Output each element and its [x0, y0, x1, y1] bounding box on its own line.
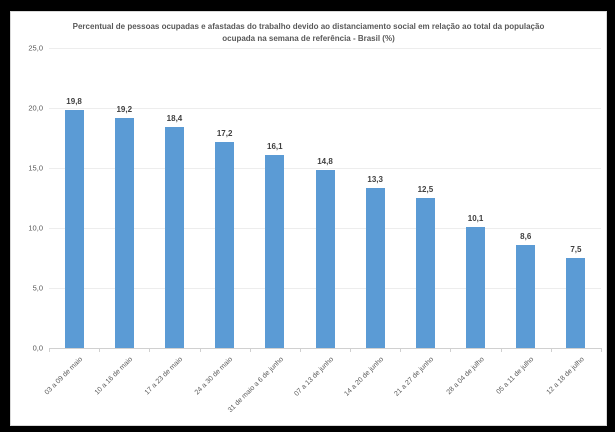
y-axis-tick-label: 20,0: [28, 103, 43, 113]
bar-value-label: 19,2: [116, 104, 133, 114]
y-axis-tick-label: 0,0: [32, 343, 43, 353]
x-axis-category-label: 07 a 13 de junho: [293, 356, 335, 398]
bar-value-label: 18,4: [166, 114, 183, 124]
x-axis-tick-mark: [550, 348, 552, 352]
chart-title: Percentual de pessoas ocupadas e afastad…: [72, 22, 545, 43]
y-axis-tick-label: 25,0: [28, 43, 43, 53]
bar: [114, 117, 134, 348]
x-axis-category-label: 05 a 11 de julho: [495, 356, 536, 396]
x-axis-tick-mark: [450, 348, 452, 352]
bar: [566, 258, 586, 348]
y-gridline: [49, 48, 601, 49]
bar-value-label: 8,6: [520, 231, 532, 241]
bar-value-label: 16,1: [267, 141, 283, 151]
y-gridline: [49, 108, 601, 109]
x-axis-category-label: 14 a 20 de junho: [343, 356, 386, 398]
x-axis-tick-mark: [299, 348, 301, 352]
bar-value-label: 14,8: [317, 157, 333, 167]
bar: [365, 188, 385, 348]
x-axis-tick-mark: [49, 348, 50, 352]
x-axis-tick-mark: [601, 348, 602, 352]
bar: [215, 141, 235, 348]
bar: [516, 244, 536, 348]
x-axis-category-label: 28 a 04 de julho: [445, 356, 486, 397]
x-axis-category-label: 24 a 30 de maio: [194, 356, 235, 397]
bar: [164, 127, 184, 348]
x-axis-tick-mark: [249, 348, 251, 352]
y-axis-tick-label: 5,0: [32, 283, 43, 293]
x-axis-tick-mark: [199, 348, 201, 352]
plot-area: 0,0 5,0 10,0 15,0 20,0 25,0 19,8 03 a 09 de mai…: [28, 44, 602, 414]
bar-value-label: 7,5: [570, 245, 582, 254]
x-axis-category-label: 03 a 09 de maio: [43, 356, 85, 397]
x-axis-category-label: 12 a 18 de julho: [545, 356, 586, 397]
bar-value-label: 10,1: [467, 213, 484, 223]
x-axis-tick-mark: [149, 348, 151, 352]
bar-value-label: 13,3: [367, 175, 383, 185]
x-axis-line: [49, 348, 601, 349]
x-axis-tick-mark: [400, 348, 402, 352]
x-axis-category-label: 10 a 16 de maio: [93, 356, 135, 397]
x-axis-tick-mark: [99, 348, 101, 352]
bar: [265, 154, 285, 348]
bar: [315, 170, 335, 348]
bar: [466, 226, 486, 348]
bar-value-label: 12,5: [417, 185, 434, 194]
y-axis-tick-label: 10,0: [28, 223, 43, 233]
bar: [64, 110, 84, 348]
x-axis-category-label: 21 a 27 de junho: [393, 356, 436, 398]
bar: [415, 198, 435, 348]
y-axis-tick-label: 15,0: [28, 163, 43, 173]
x-axis-category-label: 17 a 23 de maio: [143, 356, 185, 397]
bar-value-label: 17,2: [216, 128, 233, 138]
chart-panel: Percentual de pessoas ocupadas e afastad…: [10, 11, 607, 426]
bar-value-label: 19,8: [66, 97, 82, 107]
x-axis-tick-mark: [350, 348, 352, 352]
x-axis-tick-mark: [500, 348, 502, 352]
x-axis-category-label: 31 de maio a 6 de junho: [226, 356, 285, 415]
y-gridline: [49, 168, 601, 169]
